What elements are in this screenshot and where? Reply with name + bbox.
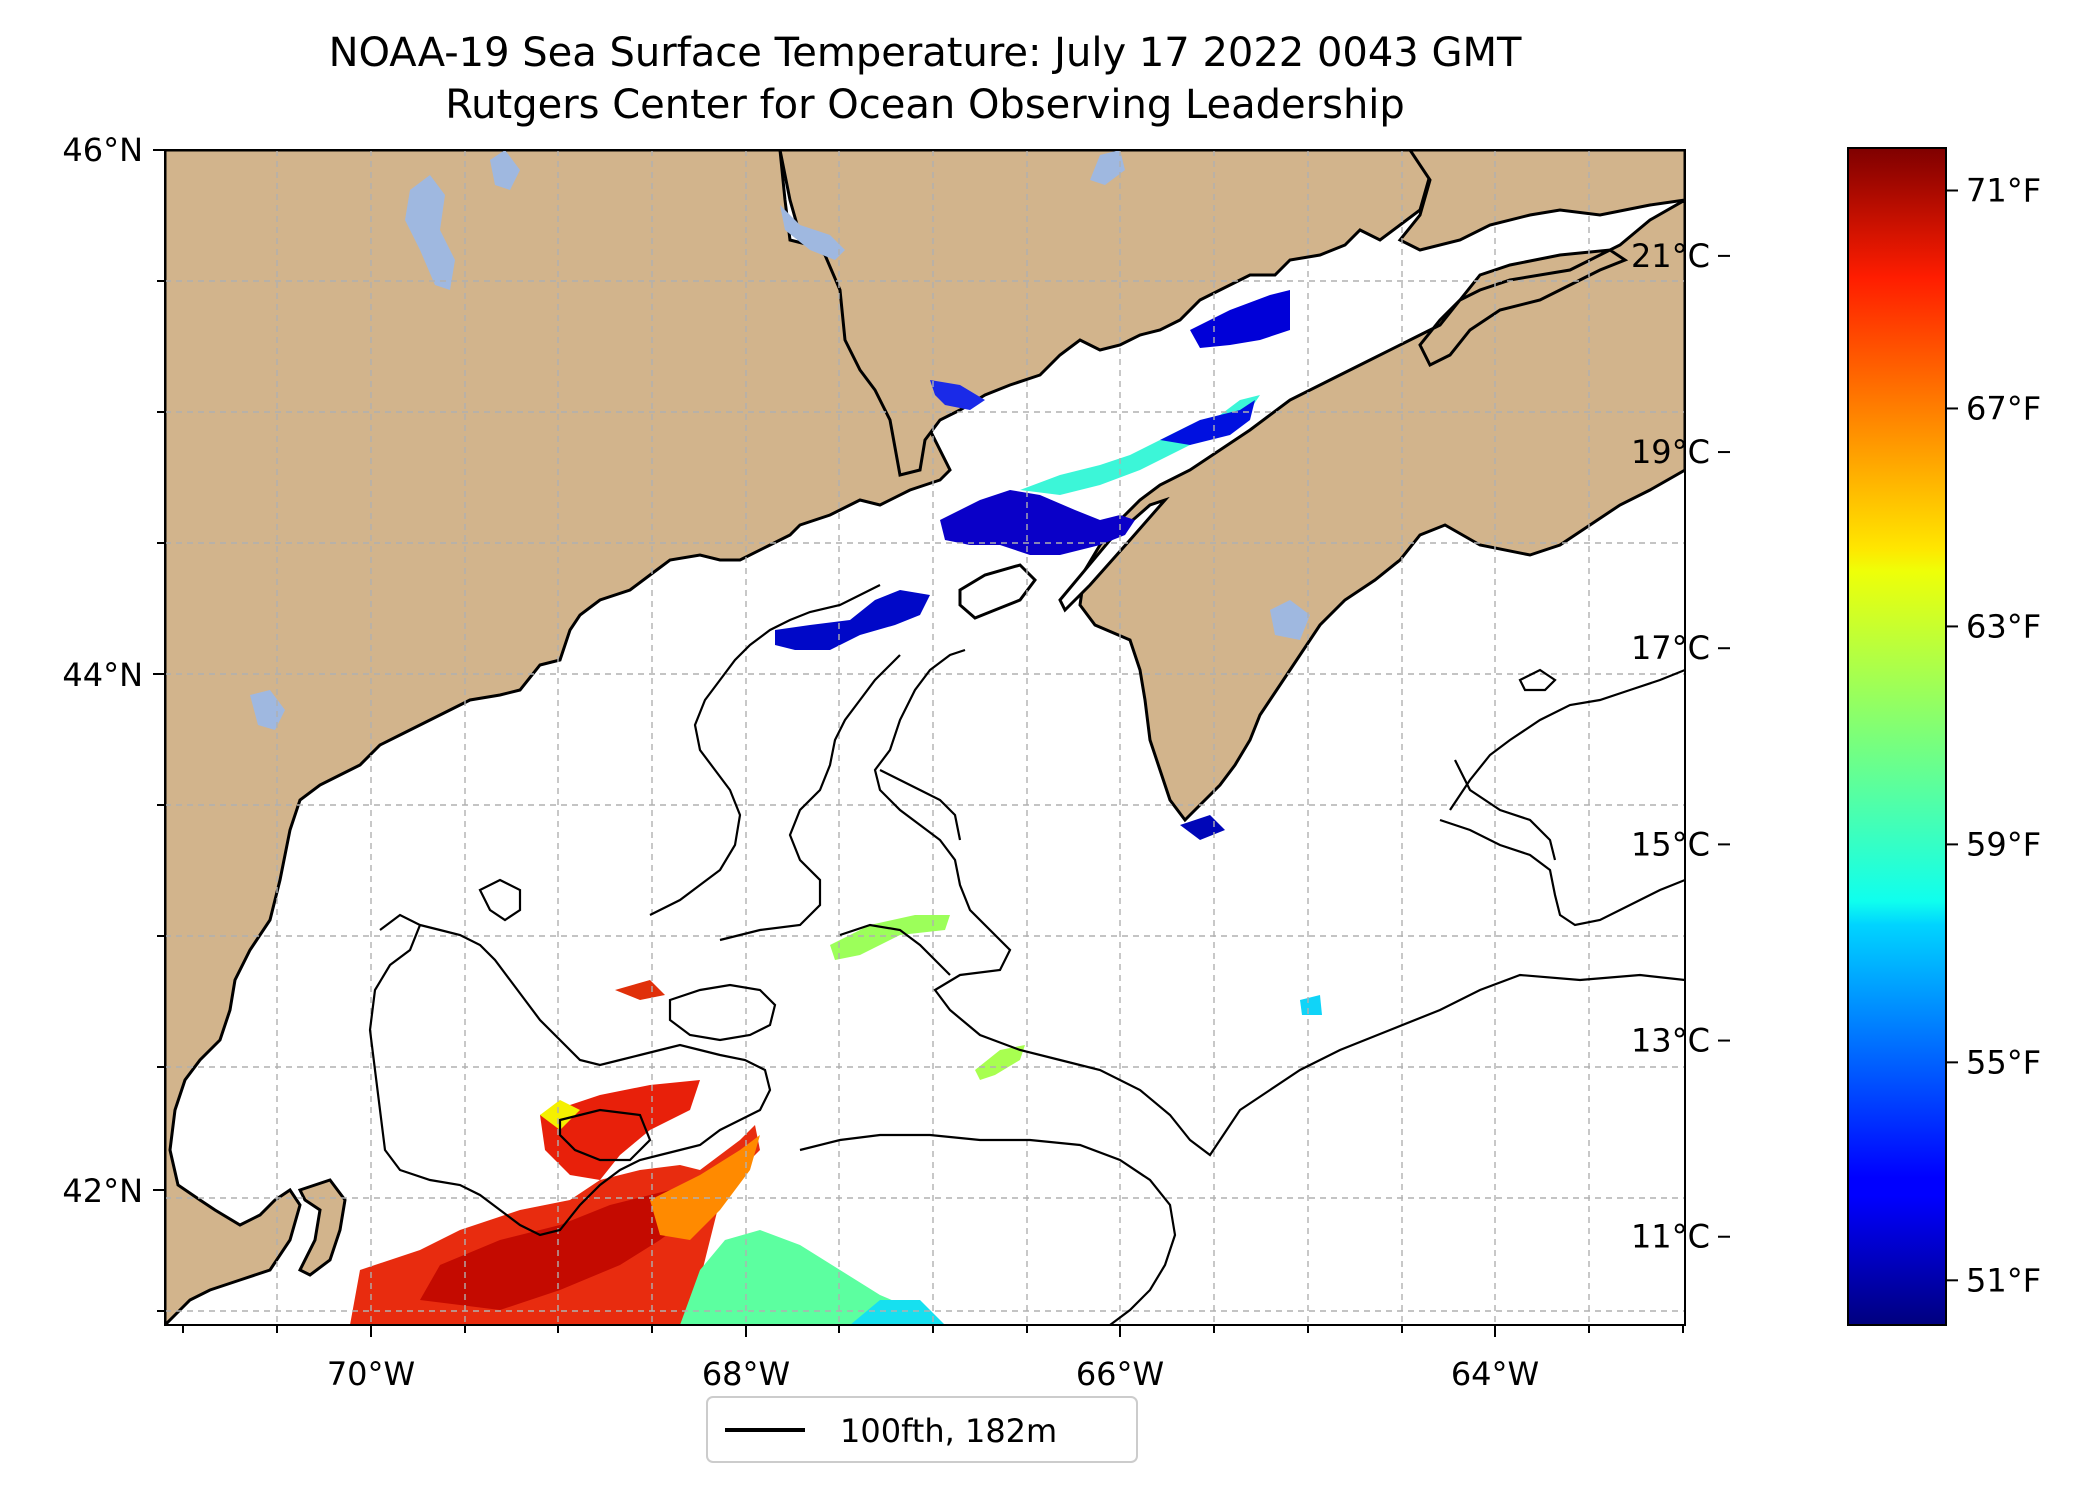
fahrenheit-tick-label: 71°F bbox=[1966, 172, 2041, 210]
colorbar-celsius-ticks: 11°C 13°C 15°C 17°C 19°C 21°C bbox=[1631, 237, 1730, 1256]
colorbar-gradient bbox=[1847, 147, 1947, 1326]
isobath-100fth bbox=[368, 584, 1685, 1325]
fahrenheit-tick-label: 67°F bbox=[1966, 389, 2041, 427]
sst-patch-blue-gulf bbox=[775, 590, 930, 650]
land-us-mainland bbox=[165, 150, 952, 1325]
sst-patch-cyan-bay bbox=[1020, 395, 1260, 495]
land-cape-cod bbox=[297, 1178, 347, 1277]
fahrenheit-tick-label: 51°F bbox=[1966, 1261, 2041, 1299]
fahrenheit-tick-label: 55°F bbox=[1966, 1043, 2041, 1081]
map-frame bbox=[164, 149, 1686, 1326]
isobath-main-coast bbox=[873, 648, 1685, 1157]
isobath-scotian-1 bbox=[1449, 668, 1685, 811]
isobath-scotian-4 bbox=[1518, 668, 1557, 692]
legend: 100fth, 182m bbox=[706, 1396, 1138, 1463]
fahrenheit-tick-label: 59°F bbox=[1966, 825, 2041, 863]
sst-patch-yellow-basin bbox=[540, 1100, 580, 1130]
lake-nb-north bbox=[1090, 150, 1125, 185]
lake-moosehead bbox=[405, 175, 455, 290]
celsius-tick-label: 17°C bbox=[1631, 629, 1710, 667]
isobath-basin-3 bbox=[558, 1108, 652, 1162]
lat-tick-label-44n: 44°N bbox=[62, 656, 143, 694]
fahrenheit-tick-label: 63°F bbox=[1966, 607, 2041, 645]
sst-patch-blue-mid bbox=[1160, 400, 1255, 445]
legend-box bbox=[706, 1396, 1138, 1463]
isobath-bank-ring bbox=[478, 878, 522, 922]
lake-grand bbox=[780, 205, 845, 260]
sst-patches bbox=[350, 290, 1322, 1325]
sst-patch-cyan-edge bbox=[850, 1300, 945, 1325]
lake-rossignol bbox=[1270, 600, 1310, 640]
sst-patch-cyan-spot bbox=[1300, 995, 1322, 1015]
isobath-scotian-3 bbox=[1454, 759, 1557, 861]
isobath-ridge-2 bbox=[719, 654, 901, 942]
lon-tick-label-68w: 68°W bbox=[702, 1355, 790, 1393]
sst-patch-blue-bay bbox=[940, 490, 1135, 555]
title-line-1: NOAA-19 Sea Surface Temperature: July 17… bbox=[329, 30, 1522, 76]
celsius-tick-label: 19°C bbox=[1631, 433, 1710, 471]
celsius-tick-label: 11°C bbox=[1631, 1218, 1710, 1256]
sst-patch-small-red bbox=[615, 980, 665, 1000]
sst-patch-green-bank bbox=[830, 915, 950, 960]
land-northern-shore bbox=[1397, 150, 1685, 252]
gridlines bbox=[165, 150, 1685, 1325]
lat-tick-label-46n: 46°N bbox=[62, 131, 143, 169]
lake-sebago bbox=[250, 690, 285, 730]
isobath-basin-1 bbox=[368, 913, 772, 1237]
sst-patch-red-basin bbox=[540, 1080, 700, 1180]
isobath-basin-2 bbox=[668, 983, 777, 1042]
colorbar: 11°C 13°C 15°C 17°C 19°C 21°C 51°F 55°F 59°F 63°… bbox=[1631, 147, 2041, 1326]
colorbar-fahrenheit-ticks: 51°F 55°F 59°F 63°F 67°F 71°F bbox=[1946, 172, 2041, 1299]
isobath-ridge-1 bbox=[649, 584, 881, 916]
isobath-ridge-3 bbox=[839, 923, 951, 976]
isobath-georges bbox=[799, 1133, 1177, 1325]
isobath-ridge-4 bbox=[879, 769, 962, 841]
lon-tick-label-66w: 66°W bbox=[1076, 1355, 1164, 1393]
celsius-tick-label: 15°C bbox=[1631, 825, 1710, 863]
lon-tick-label-64w: 64°W bbox=[1451, 1355, 1539, 1393]
lake-north-maine bbox=[490, 150, 520, 190]
sst-patch-blue-north bbox=[1190, 290, 1290, 348]
lon-tick-label-70w: 70°W bbox=[327, 1355, 415, 1393]
isobath-scotian-2 bbox=[1439, 818, 1685, 927]
land-grand-manan bbox=[958, 563, 1037, 620]
sst-patch-warm-core bbox=[420, 1185, 700, 1310]
sst-patch-blue-islands bbox=[930, 380, 985, 410]
sst-patch-orange bbox=[650, 1135, 760, 1240]
celsius-tick-label: 21°C bbox=[1631, 237, 1710, 275]
sst-patch-cool-shelf bbox=[680, 1230, 940, 1325]
title-line-2: Rutgers Center for Ocean Observing Leade… bbox=[445, 82, 1405, 128]
legend-label: 100fth, 182m bbox=[840, 1412, 1057, 1450]
axis-ticks bbox=[153, 149, 1684, 1337]
map-panel bbox=[165, 150, 1685, 1325]
lat-tick-label-42n: 42°N bbox=[62, 1172, 143, 1210]
sst-patch-green-east bbox=[975, 1045, 1025, 1080]
celsius-tick-label: 13°C bbox=[1631, 1022, 1710, 1060]
